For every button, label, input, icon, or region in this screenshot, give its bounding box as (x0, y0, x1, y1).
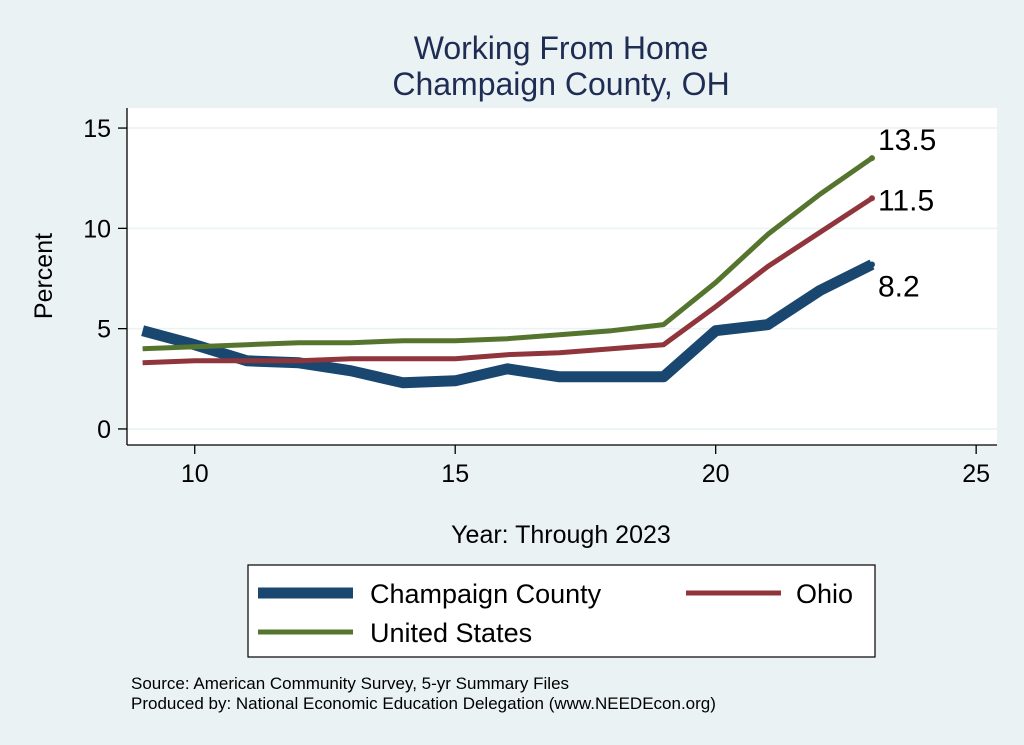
series-lines (141, 156, 875, 389)
series-line-united-states (142, 156, 874, 352)
x-tick-label: 20 (702, 460, 730, 488)
y-tick-label: 10 (83, 215, 111, 243)
y-tick-label: 5 (97, 316, 111, 344)
legend: Champaign County Ohio United States (247, 564, 876, 658)
legend-label-champaign-county: Champaign County (370, 579, 602, 609)
plot-area (127, 108, 997, 445)
x-tick-label: 25 (962, 460, 990, 488)
source-note: Source: American Community Survey, 5-yr … (131, 674, 569, 693)
end-label-ohio: 11.5 (878, 184, 934, 217)
gridlines (127, 127, 997, 430)
x-tick-label: 10 (181, 460, 209, 488)
chart-title-line-1: Working From Home (414, 30, 709, 66)
end-label-champaign-county: 8.2 (878, 270, 920, 303)
producer-note: Produced by: National Economic Education… (131, 694, 716, 713)
end-point-united-states (868, 155, 875, 162)
end-label-united-states: 13.5 (878, 124, 936, 157)
axes: 0 5 10 15 10 15 20 25 (83, 108, 997, 488)
end-labels: 8.2 11.5 13.5 (868, 124, 936, 303)
series-line-ohio (142, 196, 874, 366)
y-tick-label: 0 (97, 416, 111, 444)
legend-box (247, 564, 876, 658)
end-point-champaign-county (868, 261, 875, 268)
chart-title-line-2: Champaign County, OH (392, 66, 729, 102)
legend-label-united-states: United States (370, 618, 532, 648)
y-tick-label: 15 (83, 115, 111, 143)
y-axis-title: Percent (30, 233, 58, 319)
x-axis-title: Year: Through 2023 (451, 521, 671, 549)
x-tick-label: 15 (441, 460, 469, 488)
end-point-ohio (868, 195, 875, 202)
legend-label-ohio: Ohio (796, 579, 853, 609)
